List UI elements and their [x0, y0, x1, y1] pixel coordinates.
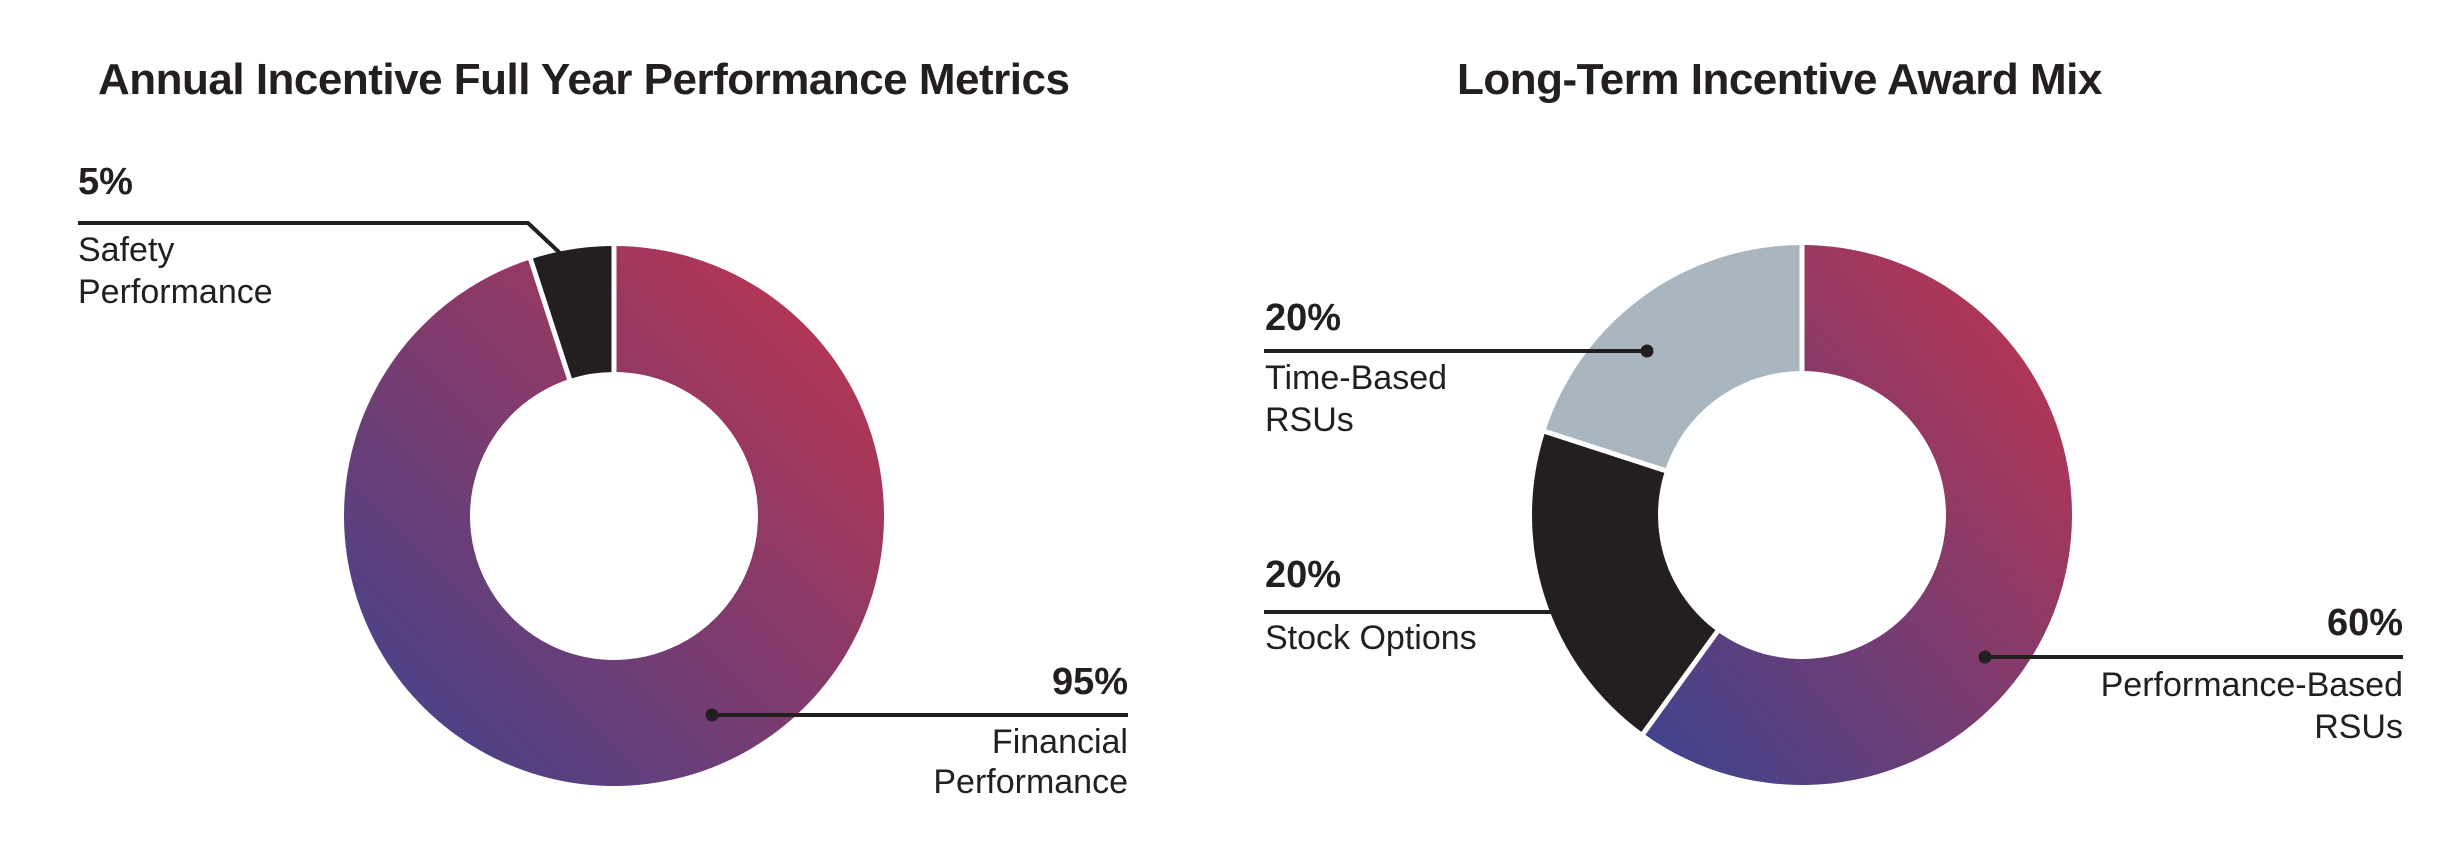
label-financial-performance-percent: 95%: [1051, 661, 1128, 703]
label-time-based-rsus-percent: 20%: [1265, 297, 1342, 339]
chart-title-long-term-incentive: Long-Term Incentive Award Mix: [1457, 55, 2102, 104]
label-financial-performance: Financial Performance: [708, 722, 1128, 802]
chart-title-annual-incentive: Annual Incentive Full Year Performance M…: [98, 55, 1070, 104]
leader-dot: [1978, 650, 1992, 664]
label-line: Financial: [991, 723, 1128, 761]
leader-line: [78, 221, 564, 257]
label-line: Time-Based: [1265, 359, 1448, 397]
label-performance-based-rsus-percent: 60%: [2326, 602, 2403, 644]
label-line: RSUs: [2314, 708, 2403, 746]
label-stock-options: Stock Options: [1265, 617, 1477, 659]
donut-long-term-incentive: [1532, 242, 2072, 786]
leader-dot: [1640, 344, 1654, 358]
leader-dot: [705, 708, 719, 722]
label-line: RSUs: [1265, 401, 1354, 439]
label-line: Performance: [933, 763, 1128, 801]
label-time-based-rsus: Time-Based RSUs: [1265, 357, 1447, 441]
label-stock-options-percent: 20%: [1265, 554, 1342, 596]
slice-separator: [527, 255, 573, 383]
label-line: Performance-Based: [2100, 666, 2403, 704]
slice-stock-options: [1532, 431, 1718, 734]
slice-separator: [1639, 627, 1722, 738]
label-performance-based-rsus: Performance-Based RSUs: [1983, 664, 2403, 748]
slice-separator: [1541, 428, 1669, 474]
leader-lines: [78, 221, 2403, 722]
slice-time-based-rsus: [1545, 245, 1802, 471]
slice-safety-performance: [530, 246, 614, 380]
label-safety-performance-percent: 5%: [78, 161, 133, 203]
label-line: Performance: [78, 273, 273, 311]
donut-annual-incentive: [343, 243, 885, 787]
label-line: Stock Options: [1265, 619, 1477, 657]
label-line: Safety: [78, 231, 175, 269]
label-safety-performance: Safety Performance: [78, 229, 273, 313]
slice-financial-performance: [343, 246, 885, 787]
slice-performance-based-rsus: [1643, 245, 2072, 786]
